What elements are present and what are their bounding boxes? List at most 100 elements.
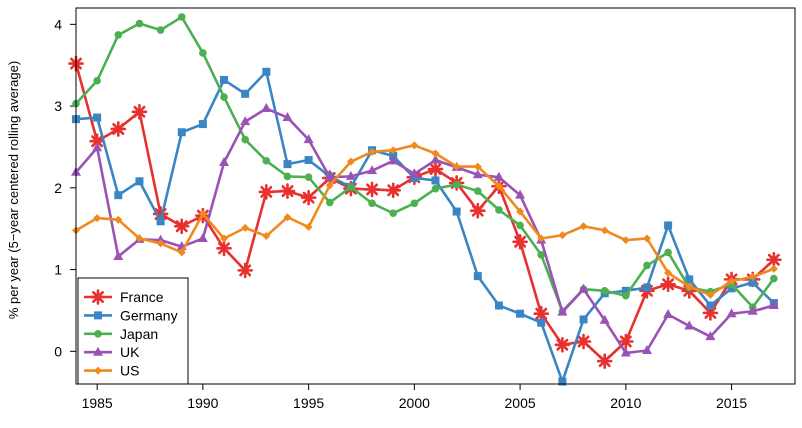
point-uk <box>430 154 441 164</box>
point-japan <box>431 184 440 193</box>
point-japan <box>495 206 503 214</box>
point-germany <box>579 315 588 324</box>
point-france <box>618 333 634 350</box>
x-tick-label: 1985 <box>82 395 113 411</box>
point-us <box>516 207 525 216</box>
point-japan <box>664 248 672 257</box>
point-us <box>558 231 567 240</box>
y-tick-label: 3 <box>54 98 62 114</box>
point-us <box>156 239 165 248</box>
point-germany <box>114 191 123 200</box>
point-us <box>368 147 377 156</box>
point-us <box>325 181 334 190</box>
x-tick-label: 2015 <box>716 395 747 411</box>
legend-item-uk: UK <box>84 344 140 360</box>
point-uk <box>768 300 779 310</box>
point-germany <box>452 207 461 216</box>
point-france <box>216 240 232 257</box>
legend-label-us: US <box>120 363 139 379</box>
y-tick-label: 2 <box>54 180 62 196</box>
point-japan <box>347 183 355 191</box>
series-japan <box>72 13 778 316</box>
point-us <box>262 232 271 241</box>
point-us <box>642 234 651 243</box>
legend-label-japan: Japan <box>120 326 158 342</box>
point-uk <box>684 320 695 330</box>
point-germany <box>241 89 250 98</box>
point-germany <box>748 278 757 287</box>
point-japan <box>241 135 249 144</box>
x-axis: 1985 1990 1995 2000 2005 2010 2015 <box>82 384 747 411</box>
point-us <box>748 272 757 281</box>
point-us <box>494 182 503 191</box>
legend: France Germany Japan UK US <box>77 277 189 385</box>
point-japan <box>135 19 144 28</box>
point-uk <box>282 112 293 122</box>
point-uk <box>197 233 208 243</box>
point-us <box>93 214 102 223</box>
legend-item-france: France <box>84 289 164 305</box>
x-tick-label: 1990 <box>187 395 218 411</box>
point-us <box>600 226 609 235</box>
point-uk <box>367 165 378 175</box>
point-france <box>766 251 782 268</box>
point-us <box>114 215 123 224</box>
point-germany <box>516 309 525 318</box>
legend-item-germany: Germany <box>84 307 178 323</box>
point-japan <box>262 157 271 165</box>
y-axis-label: % per year (5−year centered rolling aver… <box>6 61 21 319</box>
point-france <box>660 276 676 293</box>
point-us <box>220 234 229 243</box>
point-uk <box>155 234 166 244</box>
point-us <box>621 236 630 245</box>
point-france <box>385 182 402 199</box>
point-us <box>706 290 715 299</box>
point-germany <box>156 217 165 226</box>
point-uk <box>578 283 589 293</box>
point-uk <box>240 116 251 126</box>
point-germany <box>664 221 673 230</box>
point-uk <box>726 308 737 318</box>
point-us <box>727 277 736 286</box>
point-germany <box>283 160 292 169</box>
series-line-uk <box>75 107 775 355</box>
series-line-japan <box>75 15 775 313</box>
series-line-france <box>74 63 775 363</box>
point-japan <box>199 49 207 57</box>
legend-label-france: France <box>120 289 164 305</box>
y-tick-label: 4 <box>54 16 62 32</box>
point-us <box>537 234 546 243</box>
point-us <box>241 223 250 232</box>
legend-marker-uk <box>93 346 103 356</box>
point-uk <box>261 103 272 113</box>
point-japan <box>283 172 292 181</box>
point-uk <box>493 171 504 181</box>
point-japan <box>516 221 524 230</box>
point-germany <box>558 377 567 386</box>
point-germany <box>220 75 229 84</box>
legend-label-uk: UK <box>120 344 140 360</box>
point-japan <box>537 251 546 259</box>
series-uk <box>71 103 779 357</box>
y-tick-label: 0 <box>54 343 62 359</box>
point-us <box>452 162 461 171</box>
point-france <box>554 336 571 353</box>
point-uk <box>388 155 399 165</box>
point-japan <box>622 291 630 300</box>
point-us <box>769 264 778 273</box>
point-uk <box>705 331 716 341</box>
point-uk <box>345 170 356 180</box>
point-japan <box>770 274 778 283</box>
point-us <box>389 146 398 155</box>
point-us <box>473 162 482 171</box>
point-japan <box>93 76 101 85</box>
legend-marker-us <box>94 366 102 375</box>
y-axis: 0 1 2 3 4 <box>54 16 76 359</box>
legend-marker-germany <box>94 311 102 320</box>
point-uk <box>557 306 568 316</box>
point-us <box>579 222 588 231</box>
series-layer <box>68 13 782 386</box>
point-uk <box>324 171 335 181</box>
point-uk <box>92 142 103 152</box>
